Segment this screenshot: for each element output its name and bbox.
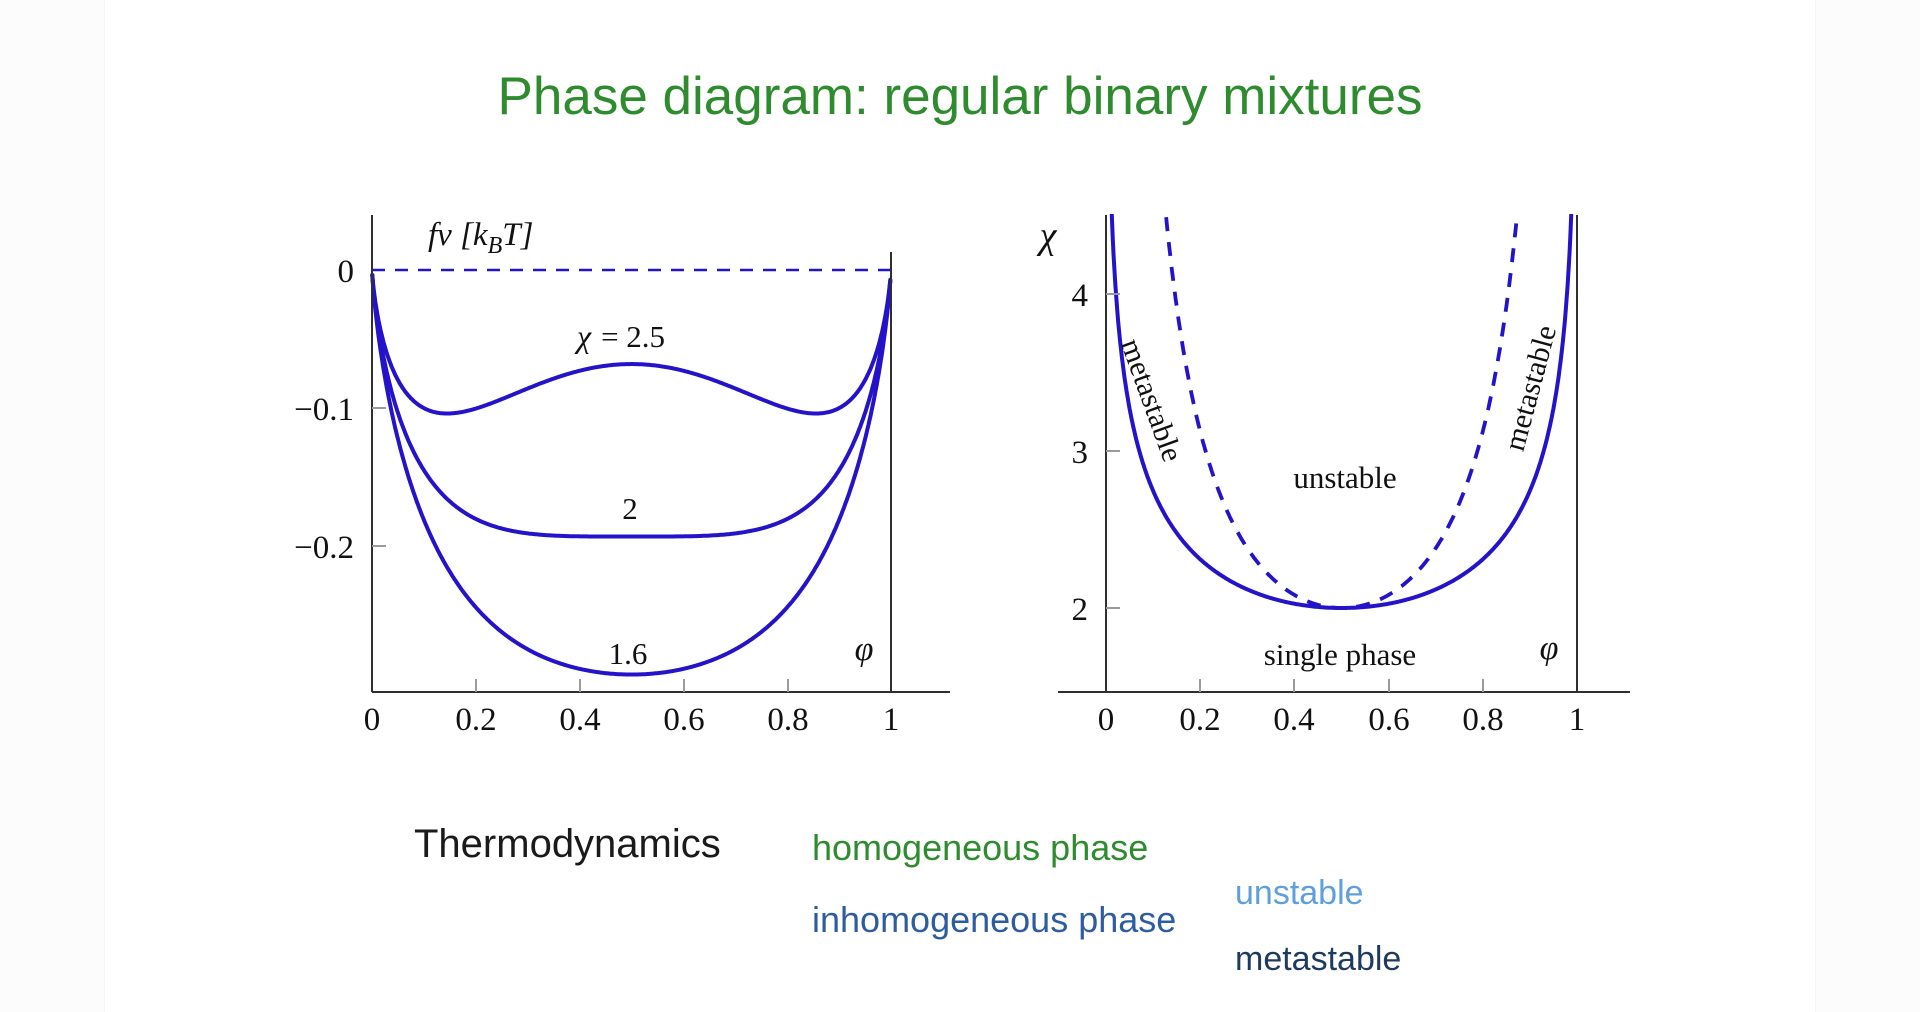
svg-text:2: 2	[1072, 592, 1089, 628]
right-x-axis-label-phi: φ	[1540, 630, 1559, 667]
right-x-tick-labels: 0 0.2 0.4 0.6 0.8 1	[1098, 702, 1586, 738]
region-label-unstable: unstable	[1293, 460, 1396, 495]
svg-text:0: 0	[1098, 702, 1115, 738]
left-x-tick-labels: 0 0.2 0.4 0.6 0.8 1	[364, 702, 900, 738]
svg-text:0.6: 0.6	[663, 702, 704, 738]
right-y-axis-label-chi: χ	[1036, 215, 1058, 257]
free-energy-curve-chi-2	[370, 273, 893, 539]
svg-text:0.6: 0.6	[1368, 702, 1409, 738]
svg-text:1: 1	[883, 702, 900, 738]
svg-text:0: 0	[364, 702, 381, 738]
y-tick-neg0.2: −0.2	[294, 530, 354, 566]
svg-text:0.8: 0.8	[1462, 702, 1503, 738]
region-label-metastable-left: metastable	[1114, 334, 1189, 466]
left-y-axis-label: fv [kBT]	[428, 217, 533, 259]
region-label-single-phase: single phase	[1264, 637, 1416, 672]
y-tick-0: 0	[338, 254, 355, 290]
footer-thermodynamics-label: Thermodynamics	[414, 822, 721, 866]
left-tick-marks	[372, 407, 789, 692]
free-energy-plot: fv [kBT] 0 −0.1 −0.2 0 0.2 0.4 0.6 0.8 1…	[294, 215, 950, 738]
page-title: Phase diagram: regular binary mixtures	[497, 67, 1423, 126]
left-y-tick-labels: 0 −0.1 −0.2	[294, 254, 354, 566]
svg-text:0.4: 0.4	[1273, 702, 1314, 738]
free-energy-curve-chi-1.6	[370, 273, 893, 677]
left-margin-band	[0, 0, 105, 1012]
region-label-metastable-right: metastable	[1498, 322, 1563, 454]
curve-label-chi-2: 2	[622, 491, 638, 526]
right-tick-marks	[1106, 293, 1484, 692]
footer-inhomogeneous-phase-label: inhomogeneous phase	[812, 899, 1177, 940]
svg-text:3: 3	[1072, 435, 1089, 471]
spinodal-curve-dashed	[1163, 214, 1520, 610]
svg-text:0.8: 0.8	[767, 702, 808, 738]
phase-diagram-plot: χ 4 3 2 0 0.2 0.4 0.6 0.8 1 metastable m…	[1036, 214, 1630, 738]
left-x-axis-label-phi: φ	[855, 631, 874, 668]
svg-text:0.2: 0.2	[1179, 702, 1220, 738]
svg-text:0.4: 0.4	[559, 702, 600, 738]
footer-metastable-label: metastable	[1235, 940, 1402, 978]
y-tick-neg0.1: −0.1	[294, 392, 354, 428]
footer-unstable-label: unstable	[1235, 874, 1364, 912]
free-energy-curve-chi-2.5	[370, 272, 893, 416]
right-y-tick-labels: 4 3 2	[1072, 278, 1089, 628]
binodal-curve-solid	[1109, 214, 1574, 610]
curve-label-chi-2.5: χ = 2.5	[574, 318, 665, 354]
svg-text:1: 1	[1569, 702, 1586, 738]
svg-text:4: 4	[1072, 278, 1089, 314]
right-margin-band	[1815, 0, 1920, 1012]
footer-homogeneous-phase-label: homogeneous phase	[812, 827, 1149, 868]
curve-label-chi-1.6: 1.6	[609, 636, 648, 671]
svg-text:0.2: 0.2	[455, 702, 496, 738]
